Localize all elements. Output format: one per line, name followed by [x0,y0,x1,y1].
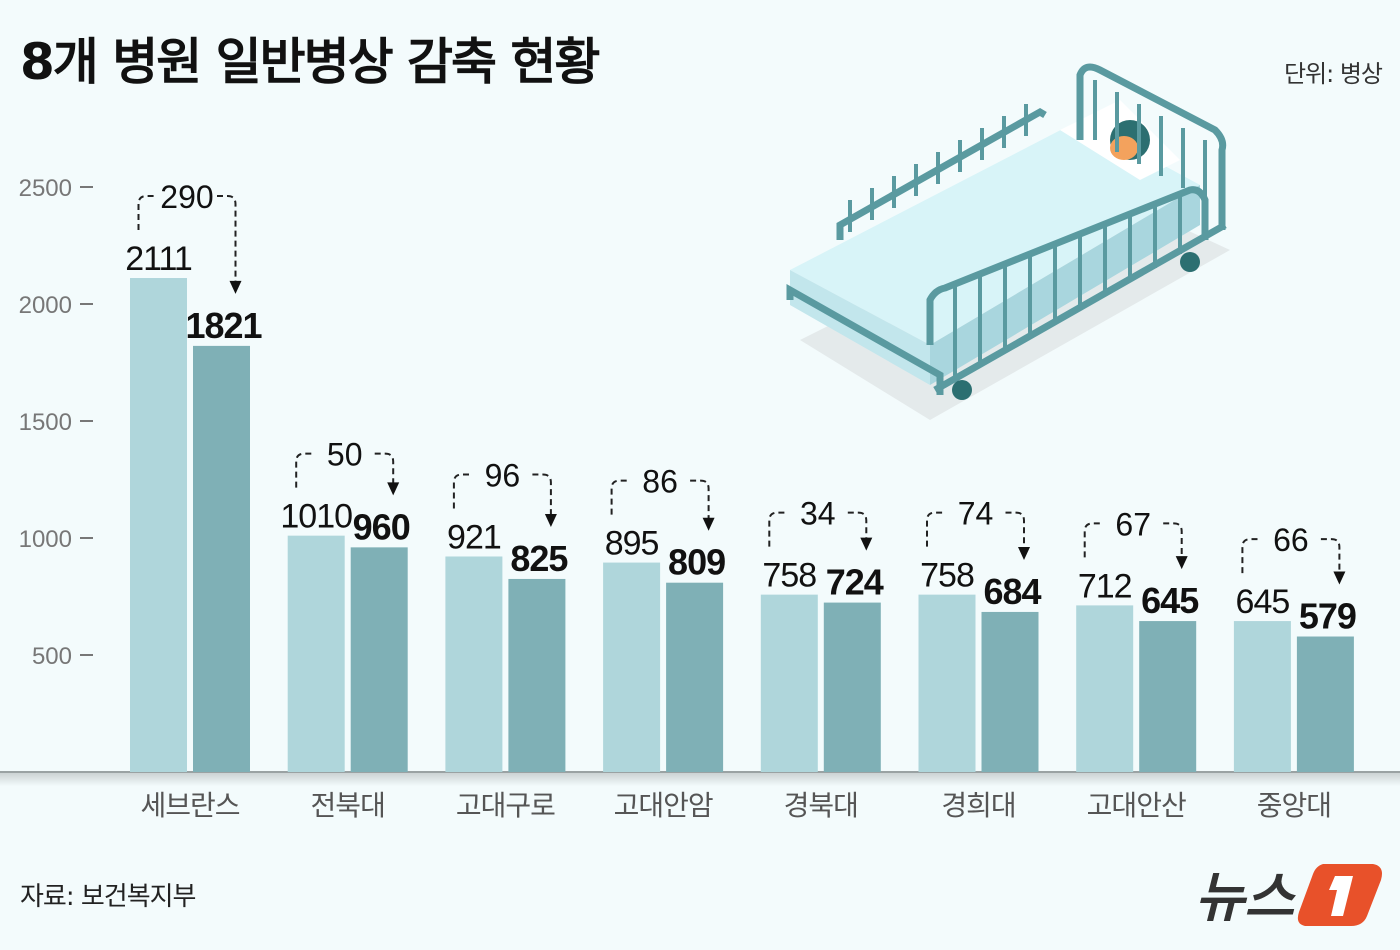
difference-bracket [137,195,237,282]
difference-bracket [452,473,552,515]
bar-after [1296,636,1354,772]
value-label-after: 825 [510,538,568,579]
difference-bracket [768,511,868,547]
difference-label: 290 [160,179,213,215]
arrow-down-icon [1175,556,1188,570]
value-label-after: 1821 [185,305,262,346]
difference-label: 74 [958,496,994,532]
value-label-after: 809 [668,542,725,583]
y-tick-label: 2000 [19,292,72,319]
difference-bracket [1241,538,1341,574]
y-tick-label: 2500 [19,175,72,202]
difference-bracket [1083,522,1183,558]
value-label-after: 579 [1299,596,1356,637]
bar-before [760,594,818,772]
value-label-before: 712 [1078,567,1132,605]
bar-after [823,602,881,772]
y-tick-label: 500 [32,643,72,670]
difference-label: 86 [642,464,678,500]
bar-after [981,611,1039,772]
arrow-down-icon [229,280,242,294]
difference-label: 50 [327,437,363,473]
value-label-before: 758 [920,557,974,595]
bar-before [287,535,345,772]
value-label-before: 645 [1236,583,1290,621]
bar-before [445,556,503,772]
hospital-bed-illustration [786,63,1230,420]
value-label-before: 2111 [125,240,192,278]
news1-logo: 뉴스 [1195,858,1385,932]
bar-after [193,345,250,772]
bar-before [918,594,976,772]
svg-text:뉴스: 뉴스 [1195,866,1297,928]
value-label-after: 724 [826,562,884,603]
bar-before [1233,621,1291,772]
y-tick-label: 1000 [19,526,72,553]
bar-before [130,278,187,772]
value-label-before: 895 [605,525,659,563]
difference-label: 66 [1273,522,1309,558]
arrow-down-icon [544,513,557,527]
unit-label: 단위: 병상 [1283,60,1383,88]
bar-after [508,578,566,772]
arrow-down-icon [387,482,400,496]
value-label-after: 960 [353,506,410,547]
value-label-after: 684 [983,571,1041,612]
value-label-before: 758 [762,557,816,595]
difference-label: 96 [485,457,521,493]
arrow-down-icon [702,517,715,531]
arrow-down-icon [1018,546,1030,560]
bar-after [666,582,724,772]
category-label: 세브란스 [140,789,239,822]
difference-bracket [926,511,1025,548]
bar-after [1139,621,1197,772]
difference-bracket [610,479,710,519]
y-tick-label: 1500 [19,409,72,436]
category-label: 경북대 [784,789,858,822]
category-label: 고대구로 [456,789,555,822]
difference-bracket [295,452,395,488]
arrow-down-icon [1333,571,1346,585]
difference-label: 34 [800,496,836,532]
bar-before [1076,605,1134,772]
category-label: 전북대 [311,789,385,822]
page-title: 8개 병원 일반병상 감축 현황 [20,33,600,91]
category-label: 중앙대 [1257,789,1331,822]
arrow-down-icon [860,537,873,551]
value-label-after: 645 [1141,580,1199,621]
difference-label: 67 [1115,506,1151,542]
category-label: 경희대 [941,789,1015,822]
bar-before [603,562,661,772]
bar-after [350,547,408,772]
category-label: 고대안암 [614,789,713,822]
category-label: 고대안산 [1087,789,1186,822]
value-label-before: 921 [447,518,501,556]
source-label: 자료: 보건복지부 [20,882,196,912]
value-label-before: 1010 [280,498,352,536]
